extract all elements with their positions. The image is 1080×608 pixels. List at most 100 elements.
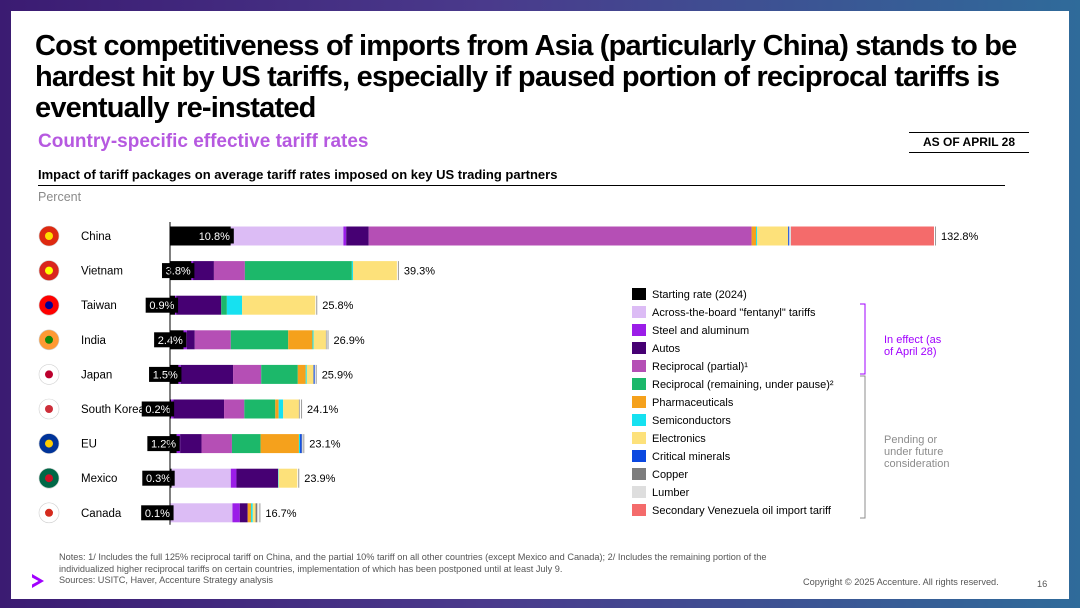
legend-swatch-10 [632, 468, 646, 480]
total-label-taiwan: 25.8% [322, 300, 353, 312]
legend-label-7: Semiconductors [652, 415, 731, 427]
bar-segment-south-korea-4 [224, 399, 245, 419]
flag-canada-emblem [45, 508, 53, 517]
total-label-vietnam: 39.3% [404, 266, 435, 278]
legend-label-12: Secondary Venezuela oil import tariff [652, 505, 832, 517]
bar-segment-japan-3 [180, 364, 234, 384]
legend-label-8: Electronics [652, 433, 706, 445]
bar-segment-china-7 [756, 226, 758, 246]
bar-segment-eu-3 [180, 434, 202, 454]
bar-segment-japan-5 [261, 364, 298, 384]
total-label-canada: 16.7% [265, 508, 296, 520]
bar-segment-japan-4 [233, 364, 262, 384]
bar-segment-china-8 [757, 226, 789, 246]
category-label-mexico: Mexico [81, 473, 117, 485]
bar-segment-vietnam-3 [193, 261, 214, 281]
total-label-south-korea: 24.1% [307, 404, 338, 416]
legend-group-label-line: under future [884, 446, 946, 458]
start-label-box-china [194, 228, 234, 244]
total-label-japan: 25.9% [322, 369, 353, 381]
legend-swatch-7 [632, 414, 646, 426]
category-label-india: India [81, 335, 107, 347]
bar-segment-india-8 [313, 330, 326, 350]
bar-segment-south-korea-5 [244, 399, 276, 419]
legend-swatch-1 [632, 306, 646, 318]
bar-segment-canada-6 [247, 503, 252, 523]
legend-swatch-4 [632, 360, 646, 372]
notes-text: Notes: 1/ Includes the full 125% recipro… [59, 552, 767, 574]
flag-south-korea-emblem [45, 405, 53, 413]
copyright: Copyright © 2025 Accenture. All rights r… [803, 577, 999, 587]
bar-segment-china-2 [343, 226, 347, 246]
bar-segment-canada-11 [257, 503, 259, 523]
total-label-eu: 23.1% [309, 439, 340, 451]
start-label-box-south-korea [141, 401, 175, 417]
legend-swatch-12 [632, 504, 646, 516]
legend-swatch-11 [632, 486, 646, 498]
bar-segment-canada-10 [255, 503, 258, 523]
legend-group-label-line: of April 28) [884, 346, 937, 358]
bar-segment-india-10 [325, 330, 327, 350]
bar-segment-eu-7 [298, 434, 301, 454]
bar-segment-canada-3 [239, 503, 248, 523]
flag-eu-emblem [45, 439, 53, 448]
legend-label-4: Reciprocal (partial)¹ [652, 361, 748, 373]
bar-segment-mexico-7 [278, 468, 279, 488]
start-label-canada: 0.1% [145, 508, 170, 520]
start-label-eu: 1.2% [151, 439, 176, 451]
legend-label-0: Starting rate (2024) [652, 289, 747, 301]
flag-vietnam-emblem [45, 266, 53, 275]
bar-segment-india-5 [230, 330, 289, 350]
bar-segment-south-korea-11 [299, 399, 301, 419]
bar-segment-eu-6 [260, 434, 299, 454]
flag-mexico-emblem [45, 474, 53, 483]
start-label-box-japan [149, 366, 182, 382]
start-label-south-korea: 0.2% [145, 404, 170, 416]
category-label-canada: Canada [81, 508, 122, 520]
bar-segment-eu-9 [300, 434, 302, 454]
bar-segment-mexico-2 [230, 468, 237, 488]
start-label-vietnam: 3.8% [166, 266, 191, 278]
category-label-eu: EU [81, 439, 97, 451]
bar-segment-canada-1 [170, 503, 233, 523]
bar-segment-canada-7 [251, 503, 253, 523]
legend-label-9: Critical minerals [652, 451, 731, 463]
category-label-china: China [81, 231, 112, 243]
legend-label-3: Autos [652, 343, 681, 355]
start-label-taiwan: 0.9% [149, 300, 174, 312]
category-label-vietnam: Vietnam [81, 266, 123, 278]
legend-label-2: Steel and aluminum [652, 325, 749, 337]
total-label-india: 26.9% [334, 335, 365, 347]
bar-segment-taiwan-5 [221, 295, 227, 315]
bar-segment-south-korea-8 [283, 399, 299, 419]
bar-segment-south-korea-6 [275, 399, 279, 419]
legend-swatch-3 [632, 342, 646, 354]
category-label-south-korea: South Korea [81, 404, 146, 416]
bar-segment-india-6 [288, 330, 313, 350]
bar-segment-south-korea-3 [173, 399, 225, 419]
bar-segment-india-3 [186, 330, 195, 350]
bar-segment-vietnam-8 [352, 261, 397, 281]
bar-segment-canada-2 [232, 503, 240, 523]
slide: Cost competitiveness of imports from Asi… [11, 11, 1069, 599]
bar-segment-japan-6 [297, 364, 306, 384]
legend-label-6: Pharmaceuticals [652, 397, 734, 409]
legend-label-10: Copper [652, 469, 688, 481]
slide-headline: Cost competitiveness of imports from Asi… [35, 30, 1017, 124]
bar-segment-taiwan-3 [176, 295, 222, 315]
bar-segment-taiwan-8 [242, 295, 316, 315]
bar-segment-eu-10 [301, 434, 303, 454]
bar-segment-china-9 [788, 226, 790, 246]
bar-segment-eu-4 [201, 434, 232, 454]
bar-segment-china-11 [789, 226, 791, 246]
legend-group-label-line: Pending or [884, 434, 940, 446]
chart-subtitle: Country-specific effective tariff rates [38, 131, 369, 152]
legend-bracket-0 [860, 303, 866, 375]
bar-segment-south-korea-10 [298, 399, 300, 419]
start-label-box-eu [147, 436, 180, 452]
legend-group-label-line: In effect (as [884, 334, 944, 346]
legend-swatch-0 [632, 288, 646, 300]
date-badge: AS OF APRIL 28 [909, 132, 1029, 153]
bar-segment-eu-5 [231, 434, 261, 454]
